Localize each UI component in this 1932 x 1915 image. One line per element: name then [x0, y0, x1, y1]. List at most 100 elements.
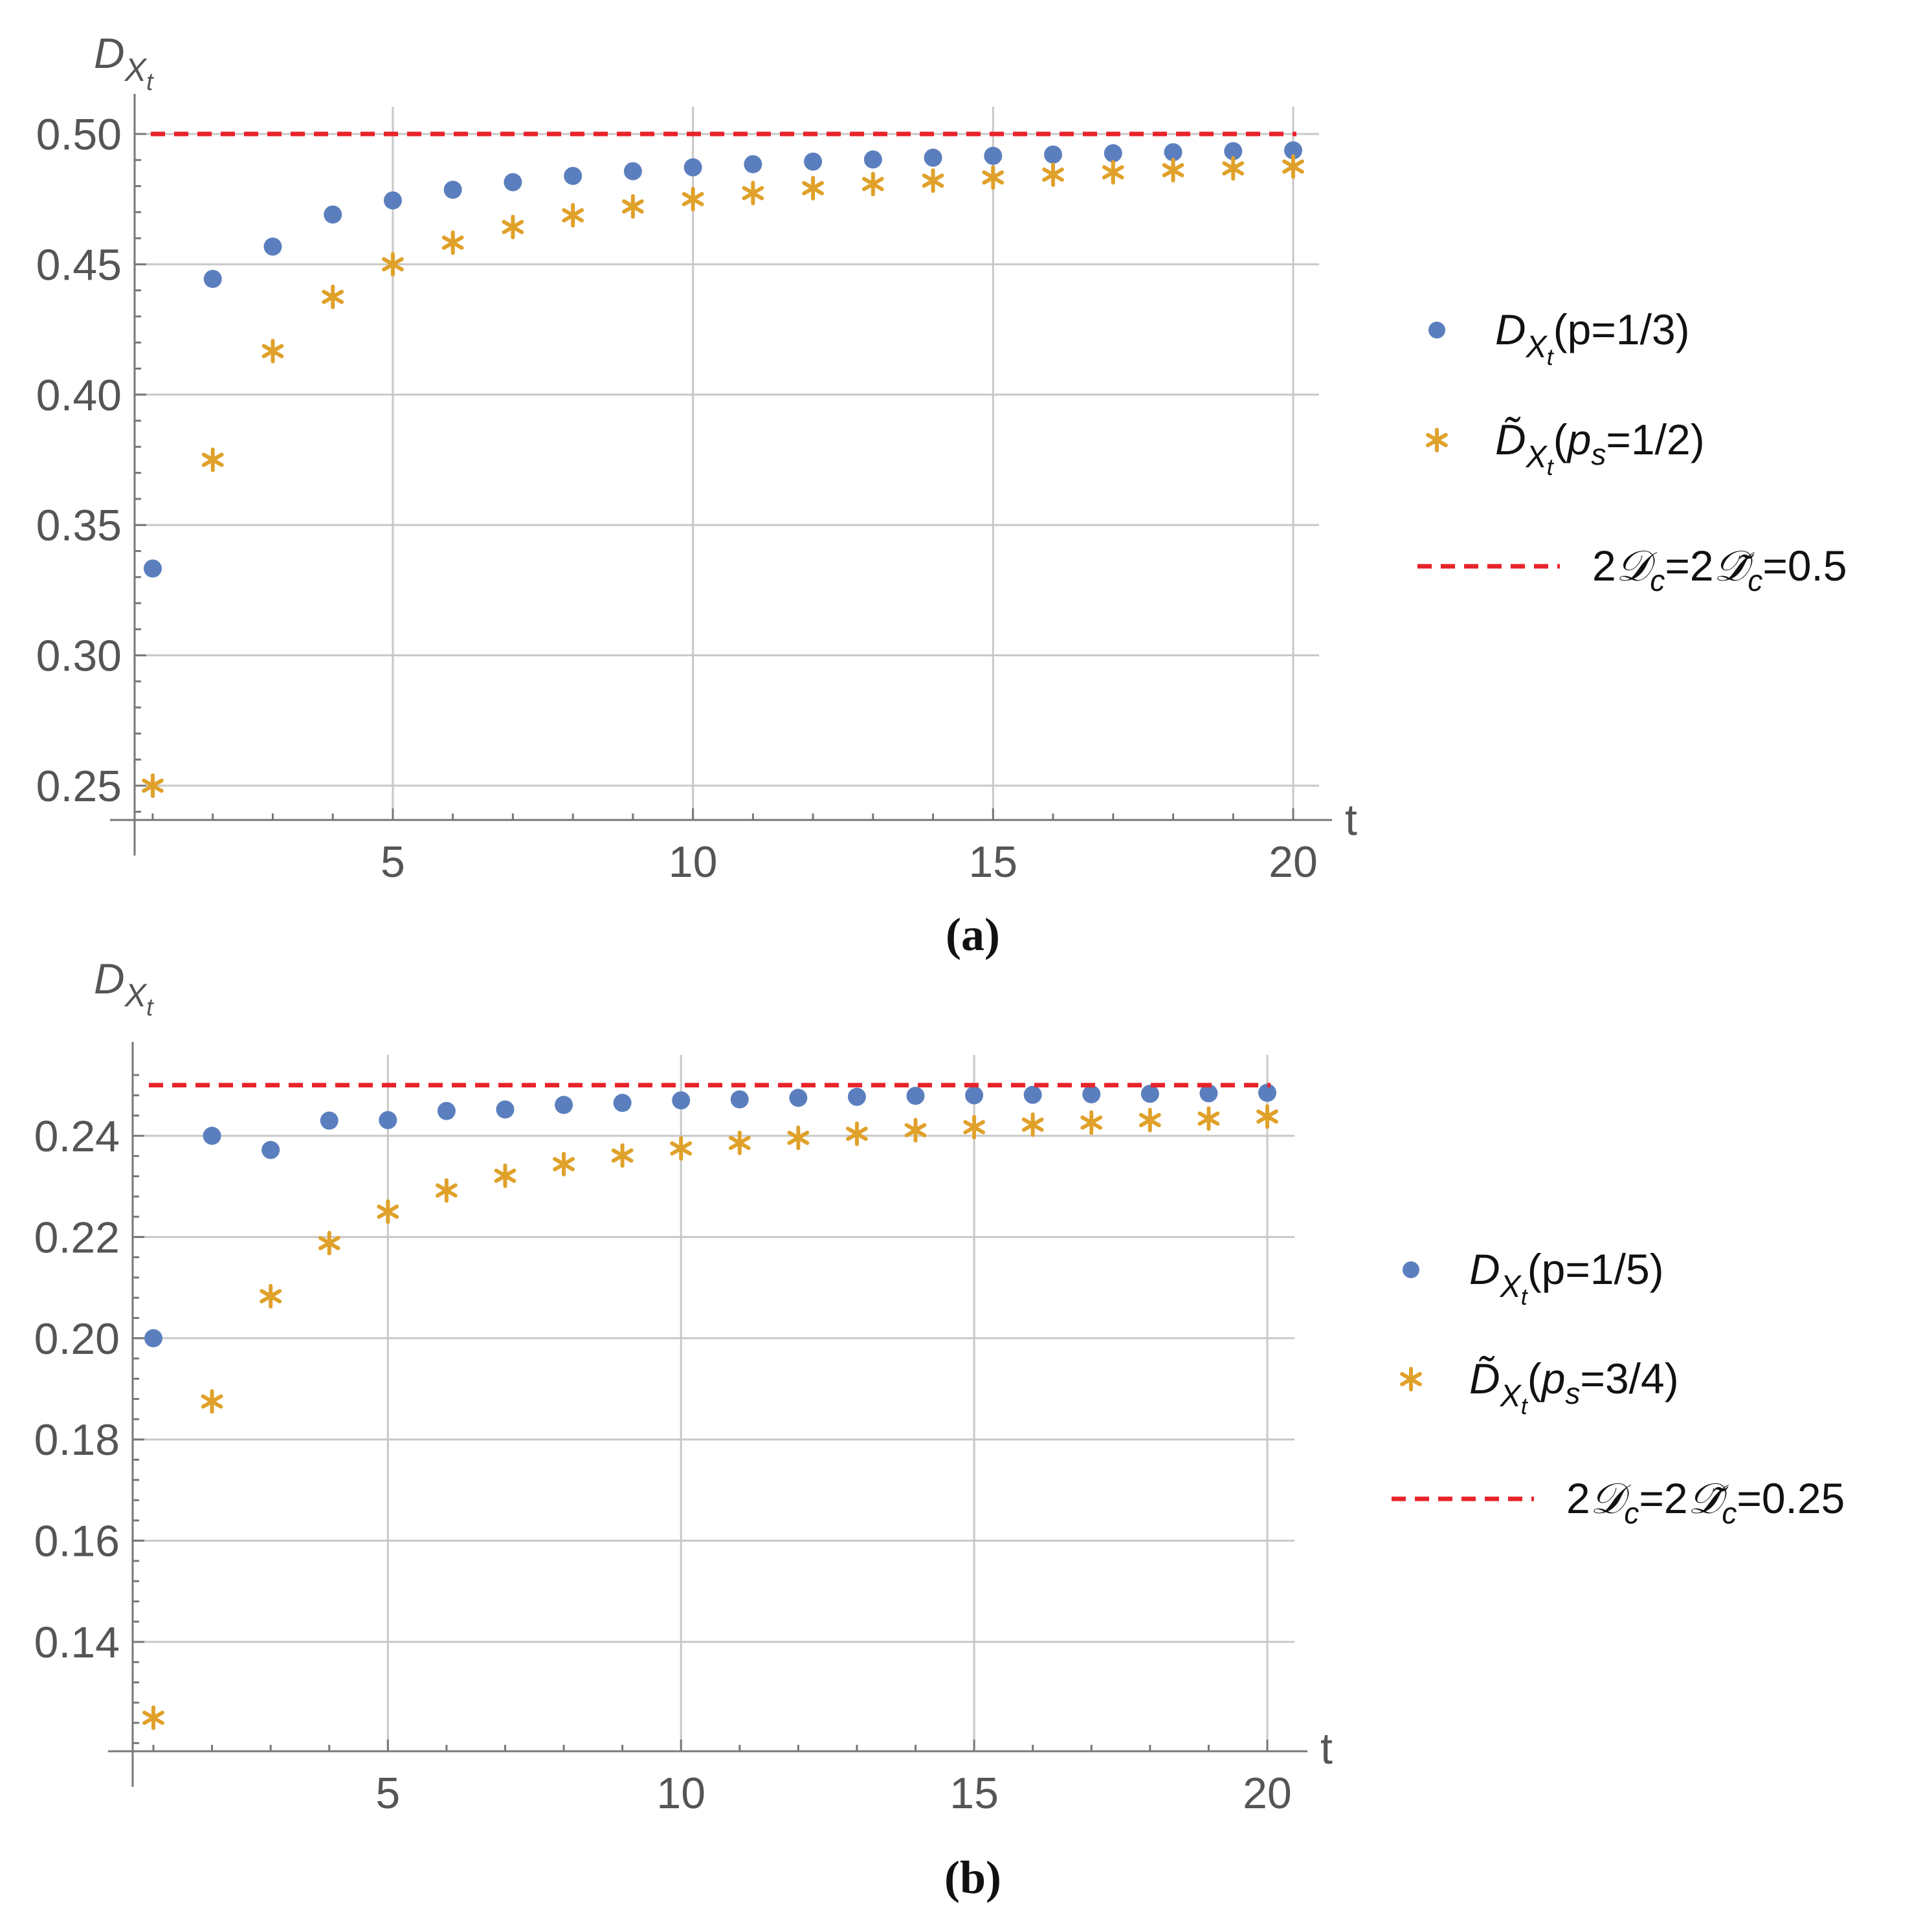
data-point-dot: [683, 158, 702, 177]
data-point-star: [1080, 1110, 1103, 1135]
data-point-star: [494, 1163, 516, 1188]
data-point-star: [562, 203, 584, 228]
panel-caption: (a): [946, 909, 1000, 960]
data-point-dot: [1258, 1083, 1276, 1102]
data-point-star: [142, 773, 164, 798]
data-point-dot: [1199, 1084, 1218, 1103]
legend-label: DXt(p=1/3): [1495, 305, 1690, 370]
data-point-dot: [984, 146, 1003, 165]
y-tick-label: 0.18: [34, 1415, 120, 1465]
panel-caption: (b): [944, 1852, 1001, 1903]
data-point-dot: [1082, 1085, 1101, 1103]
data-point-star: [622, 194, 644, 219]
series-stars: [142, 1104, 1278, 1731]
y-tick-label: 0.14: [34, 1618, 120, 1667]
x-tick-label: 5: [381, 837, 405, 887]
data-point-dot: [144, 559, 162, 578]
data-point-star: [261, 338, 284, 364]
data-point-dot: [504, 173, 522, 192]
data-point-dot: [555, 1096, 573, 1114]
data-point-dot: [564, 166, 583, 185]
data-point-dot: [965, 1086, 984, 1105]
gridlines: [133, 1055, 1294, 1751]
data-point-star: [670, 1136, 693, 1161]
data-point-dot: [383, 191, 402, 210]
x-axis-label: t: [1345, 795, 1357, 845]
y-tick-label: 0.20: [34, 1314, 120, 1364]
legend-entry: DXt(p=1/3): [1428, 305, 1690, 370]
data-point-star: [553, 1151, 575, 1177]
data-point-star: [787, 1125, 810, 1151]
data-point-star: [728, 1130, 751, 1155]
data-point-star: [1222, 156, 1245, 181]
data-point-dot: [437, 1101, 456, 1120]
data-point-star: [1021, 1112, 1044, 1137]
data-point-dot: [203, 1127, 221, 1145]
legend-dot-marker: [1428, 322, 1445, 338]
data-point-dot: [906, 1087, 925, 1105]
legend-entry: 2𝒟c=2𝒟̃c=0.5: [1417, 541, 1847, 597]
data-point-dot: [1104, 144, 1122, 162]
data-point-star: [201, 1389, 223, 1414]
data-point-dot: [924, 148, 942, 167]
x-tick-label: 15: [949, 1769, 999, 1818]
data-point-star: [904, 1118, 927, 1143]
data-point-dot: [789, 1089, 808, 1107]
data-point-dot: [1164, 143, 1183, 162]
x-tick-label: 5: [375, 1769, 400, 1818]
legend-star-marker: [1400, 1367, 1422, 1391]
data-point-star: [611, 1143, 634, 1168]
legend-label: D̃Xt(ps=1/2): [1495, 415, 1705, 480]
data-point-dot: [1023, 1085, 1042, 1104]
x-tick-label: 15: [968, 837, 1017, 887]
data-point-star: [982, 165, 1005, 190]
data-point-dot: [730, 1090, 749, 1109]
y-tick-label: 0.35: [36, 501, 122, 550]
data-point-star: [682, 186, 704, 212]
y-tick-label: 0.40: [36, 371, 122, 420]
data-point-star: [922, 168, 944, 194]
data-point-dot: [847, 1087, 866, 1106]
data-point-star: [382, 252, 404, 277]
y-tick-label: 0.45: [36, 240, 122, 289]
data-point-dot: [203, 269, 222, 288]
data-point-star: [318, 1230, 340, 1256]
y-axis-label: DXt: [94, 29, 154, 96]
data-point-dot: [443, 181, 462, 199]
data-point-star: [502, 214, 524, 239]
data-point-star: [441, 230, 464, 255]
legend-label: 2𝒟c=2𝒟̃c=0.25: [1566, 1474, 1845, 1530]
y-tick-label: 0.30: [36, 632, 122, 681]
y-tick-label: 0.24: [34, 1112, 120, 1161]
data-point-dot: [261, 1140, 280, 1159]
data-point-dot: [672, 1091, 691, 1110]
data-point-star: [1042, 162, 1064, 187]
data-point-dot: [263, 238, 282, 256]
data-point-dot: [144, 1329, 162, 1347]
chart-panel-b: 0.14 0.16 0.18 0.20 0.22 0.24 5 10 15 20 t DXt DXt(p…: [34, 955, 1845, 1903]
legend-label: 2𝒟c=2𝒟̃c=0.5: [1592, 541, 1847, 597]
chart-panel-a: 0.25 0.30 0.35 0.40 0.45 0.50 5 10 15 20 t DXt DXt(p…: [36, 29, 1847, 960]
legend-label: D̃Xt(ps=3/4): [1469, 1355, 1679, 1419]
data-point-dot: [1284, 141, 1302, 160]
data-point-dot: [1140, 1085, 1159, 1103]
legend-dot-marker: [1403, 1261, 1419, 1278]
data-point-dot: [1044, 145, 1063, 164]
data-point-star: [1197, 1106, 1220, 1131]
data-point-star: [963, 1114, 985, 1140]
data-point-star: [1102, 160, 1124, 185]
data-point-dot: [324, 205, 342, 224]
series-dots: [144, 1083, 1276, 1347]
data-point-star: [201, 447, 224, 472]
legend-star-marker: [1426, 428, 1448, 452]
data-point-dot: [320, 1111, 339, 1130]
data-point-dot: [744, 155, 762, 173]
data-point-star: [260, 1283, 282, 1309]
data-point-dot: [804, 152, 823, 171]
data-point-star: [142, 1705, 164, 1731]
data-point-dot: [496, 1100, 515, 1119]
data-point-star: [1162, 157, 1184, 183]
x-tick-label: 10: [656, 1769, 705, 1818]
data-point-dot: [863, 150, 882, 169]
data-point-dot: [1224, 142, 1243, 161]
